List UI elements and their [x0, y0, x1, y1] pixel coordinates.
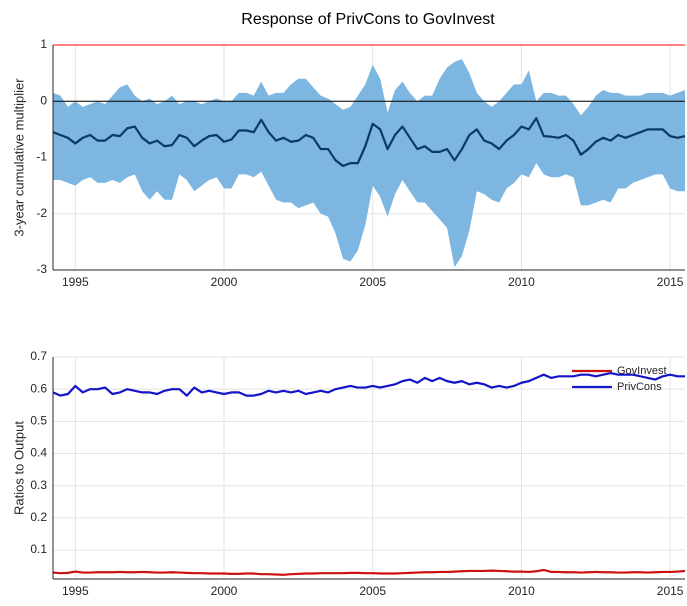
y-tick-label: -1	[36, 150, 47, 164]
chart-title: Response of PrivCons to GovInvest	[241, 11, 495, 28]
y-tick-label: 0.2	[30, 510, 47, 524]
x-tick-label: 2015	[657, 584, 684, 598]
y-tick-label: 0.1	[30, 542, 47, 556]
y-tick-label: 0	[40, 93, 47, 107]
y-tick-label: -2	[36, 206, 47, 220]
y-tick-label: -3	[36, 262, 47, 276]
x-tick-label: 2005	[359, 275, 386, 289]
x-tick-label: 1995	[62, 584, 89, 598]
y-axis-label: 3-year cumulative multiplier	[11, 78, 26, 237]
y-tick-label: 0.4	[30, 446, 47, 460]
series-line	[52, 117, 686, 168]
x-tick-label: 2010	[508, 584, 535, 598]
y-axis-label: Ratios to Output	[11, 421, 26, 515]
x-tick-label: 2000	[211, 275, 238, 289]
confidence-band	[53, 59, 685, 268]
y-tick-label: 0.5	[30, 414, 47, 428]
series-line	[52, 568, 686, 576]
legend-label: PrivCons	[617, 381, 662, 393]
x-tick-label: 2000	[211, 584, 238, 598]
x-tick-label: 2010	[508, 275, 535, 289]
y-tick-label: 0.3	[30, 478, 47, 492]
legend-label: GovInvest	[617, 365, 667, 377]
x-tick-label: 2015	[657, 275, 684, 289]
y-tick-label: 0.7	[30, 349, 47, 363]
x-tick-label: 1995	[62, 275, 89, 289]
series-line	[52, 371, 685, 397]
x-tick-label: 2005	[359, 584, 386, 598]
y-tick-label: 1	[40, 37, 47, 51]
y-tick-label: 0.6	[30, 381, 47, 395]
